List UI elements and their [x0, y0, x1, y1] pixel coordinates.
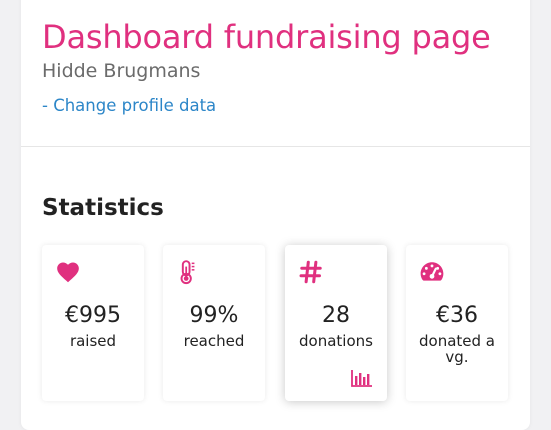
stat-card-average[interactable]: €36 donated avg.	[406, 245, 508, 401]
stat-card-raised[interactable]: €995 raised	[42, 245, 144, 401]
stat-label: reached	[183, 332, 245, 350]
hash-icon	[299, 260, 322, 284]
divider	[21, 146, 530, 147]
heart-icon	[57, 262, 79, 283]
change-profile-link[interactable]: - Change profile data	[42, 96, 217, 115]
stat-label: raised	[69, 332, 117, 350]
thermometer-icon	[180, 260, 195, 285]
statistics-title: Statistics	[42, 195, 164, 221]
bar-chart-icon[interactable]	[351, 369, 373, 387]
page-title: Dashboard fundraising page	[42, 18, 491, 56]
stat-label: donated avg.	[419, 332, 495, 366]
stat-card-reached[interactable]: 99% reached	[163, 245, 265, 401]
stat-value: 28	[322, 303, 350, 328]
stat-value: 99%	[189, 303, 239, 328]
gauge-icon	[420, 262, 444, 281]
stat-value: €995	[65, 303, 121, 328]
user-name: Hidde Brugmans	[42, 60, 201, 82]
stat-card-donations[interactable]: 28 donations	[285, 245, 387, 401]
stat-label: donations	[299, 332, 373, 350]
stat-value: €36	[436, 303, 478, 328]
